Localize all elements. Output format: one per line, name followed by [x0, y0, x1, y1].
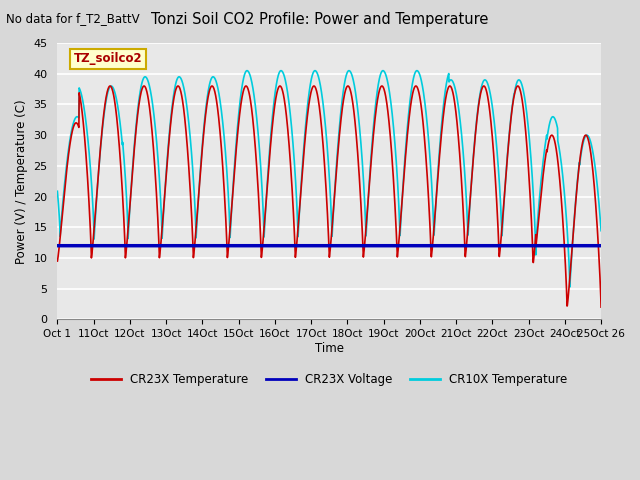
CR23X Voltage: [318, 243, 326, 249]
Text: Tonzi Soil CO2 Profile: Power and Temperature: Tonzi Soil CO2 Profile: Power and Temper…: [151, 12, 489, 27]
CR10X Temperature: [303, 105, 311, 110]
CR10X Temperature: [597, 228, 605, 234]
CR23X Temperature: [318, 127, 326, 132]
CR23X Temperature: [582, 132, 589, 138]
Text: TZ_soilco2: TZ_soilco2: [74, 52, 142, 65]
CR10X Temperature: [54, 188, 61, 194]
CR10X Temperature: [318, 93, 326, 99]
CR23X Voltage: [81, 243, 89, 249]
CR10X Temperature: [582, 133, 589, 139]
X-axis label: Time: Time: [315, 342, 344, 355]
Text: No data for f_T2_BattV: No data for f_T2_BattV: [6, 12, 140, 25]
CR23X Voltage: [597, 243, 605, 249]
CR23X Temperature: [81, 141, 89, 147]
CR23X Voltage: [482, 243, 490, 249]
CR23X Temperature: [597, 304, 605, 310]
CR23X Voltage: [582, 243, 589, 249]
CR23X Temperature: [303, 114, 311, 120]
Y-axis label: Power (V) / Temperature (C): Power (V) / Temperature (C): [15, 99, 28, 264]
CR23X Voltage: [303, 243, 311, 249]
CR10X Temperature: [311, 68, 319, 73]
Line: CR10X Temperature: CR10X Temperature: [58, 71, 601, 287]
CR23X Voltage: [54, 243, 61, 249]
CR23X Temperature: [446, 83, 454, 89]
CR23X Temperature: [482, 86, 490, 92]
CR10X Temperature: [566, 284, 573, 290]
CR23X Temperature: [582, 132, 589, 138]
CR10X Temperature: [482, 77, 490, 83]
CR10X Temperature: [81, 113, 89, 119]
CR10X Temperature: [582, 133, 589, 139]
Legend: CR23X Temperature, CR23X Voltage, CR10X Temperature: CR23X Temperature, CR23X Voltage, CR10X …: [86, 369, 572, 391]
CR23X Temperature: [54, 258, 61, 264]
CR23X Voltage: [581, 243, 589, 249]
Line: CR23X Temperature: CR23X Temperature: [58, 86, 601, 307]
